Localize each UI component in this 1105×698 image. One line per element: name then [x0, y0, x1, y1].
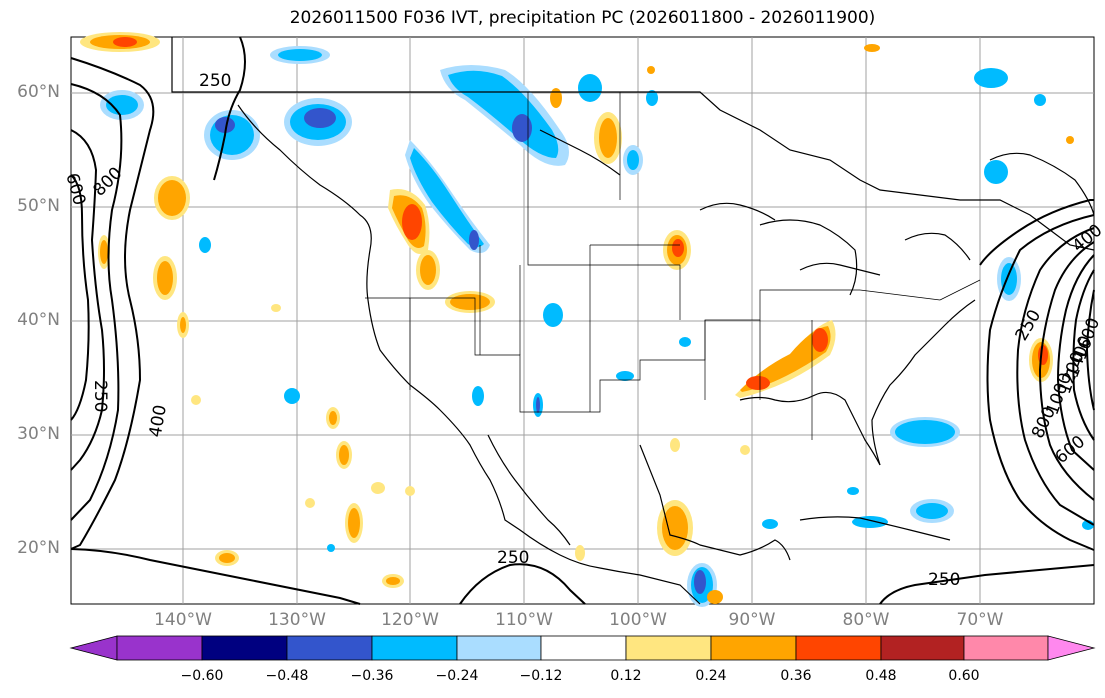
lon-label-70: 70°W	[956, 610, 1004, 630]
colorbar-tick-label: 0.48	[865, 668, 897, 684]
colorbar-tick-label: −0.36	[350, 668, 394, 684]
lat-label-50: 50°N	[17, 196, 60, 216]
colorbar-bin	[880, 635, 965, 661]
lat-label-20: 20°N	[17, 538, 60, 558]
colorbar-tick-label: 0.36	[780, 668, 812, 684]
lat-label-60: 60°N	[17, 82, 60, 102]
coastlines	[171, 37, 1095, 605]
map-title: 2026011500 F036 IVT, precipitation PC (2…	[289, 8, 876, 28]
colorbar-tick-label: 0.12	[610, 668, 642, 684]
lat-label-40: 40°N	[17, 310, 60, 330]
colorbar-tick-label: −0.60	[180, 668, 224, 684]
lon-label-110: 110°W	[495, 610, 553, 630]
ivt-label: 250	[90, 380, 110, 412]
state-borders	[365, 92, 981, 440]
contour-labels: 250 600 800 250 400 250 250 250 400 600 …	[61, 71, 1105, 590]
colorbar-bin	[710, 635, 797, 661]
colorbar-bin	[371, 635, 458, 661]
colorbar-bin	[116, 635, 203, 661]
lon-label-130: 130°W	[268, 610, 326, 630]
ivt-label: 250	[497, 548, 529, 568]
colorbar-bin	[286, 635, 373, 661]
ivt-contours	[70, 36, 1095, 605]
lon-label-100: 100°W	[609, 610, 667, 630]
colorbar-tick-label: −0.12	[519, 668, 563, 684]
colorbar-bin	[540, 635, 627, 661]
colorbar-tick-label: −0.24	[435, 668, 479, 684]
lon-label-90: 90°W	[728, 610, 776, 630]
ivt-label: 250	[199, 71, 231, 91]
colorbar-bin	[456, 635, 542, 661]
colorbar-bin	[963, 635, 1049, 661]
precip-negative-blobs	[100, 46, 1094, 607]
lon-label-120: 120°W	[381, 610, 439, 630]
colorbar-tick-label: 0.60	[948, 668, 980, 684]
colorbar-bin	[201, 635, 288, 661]
colorbar-extend-low	[69, 635, 118, 661]
lon-label-80: 80°W	[842, 610, 890, 630]
colorbar-bin	[795, 635, 882, 661]
colorbar-tick-label: −0.48	[265, 668, 309, 684]
colorbar-tick-label: 0.24	[695, 668, 727, 684]
lon-label-140: 140°W	[154, 610, 212, 630]
colorbar-bin	[625, 635, 712, 661]
colorbar	[69, 635, 1096, 661]
colorbar-extend-high	[1047, 635, 1096, 661]
lat-label-30: 30°N	[17, 424, 60, 444]
precip-positive-blobs	[80, 32, 1074, 604]
ivt-label: 250	[928, 570, 960, 590]
